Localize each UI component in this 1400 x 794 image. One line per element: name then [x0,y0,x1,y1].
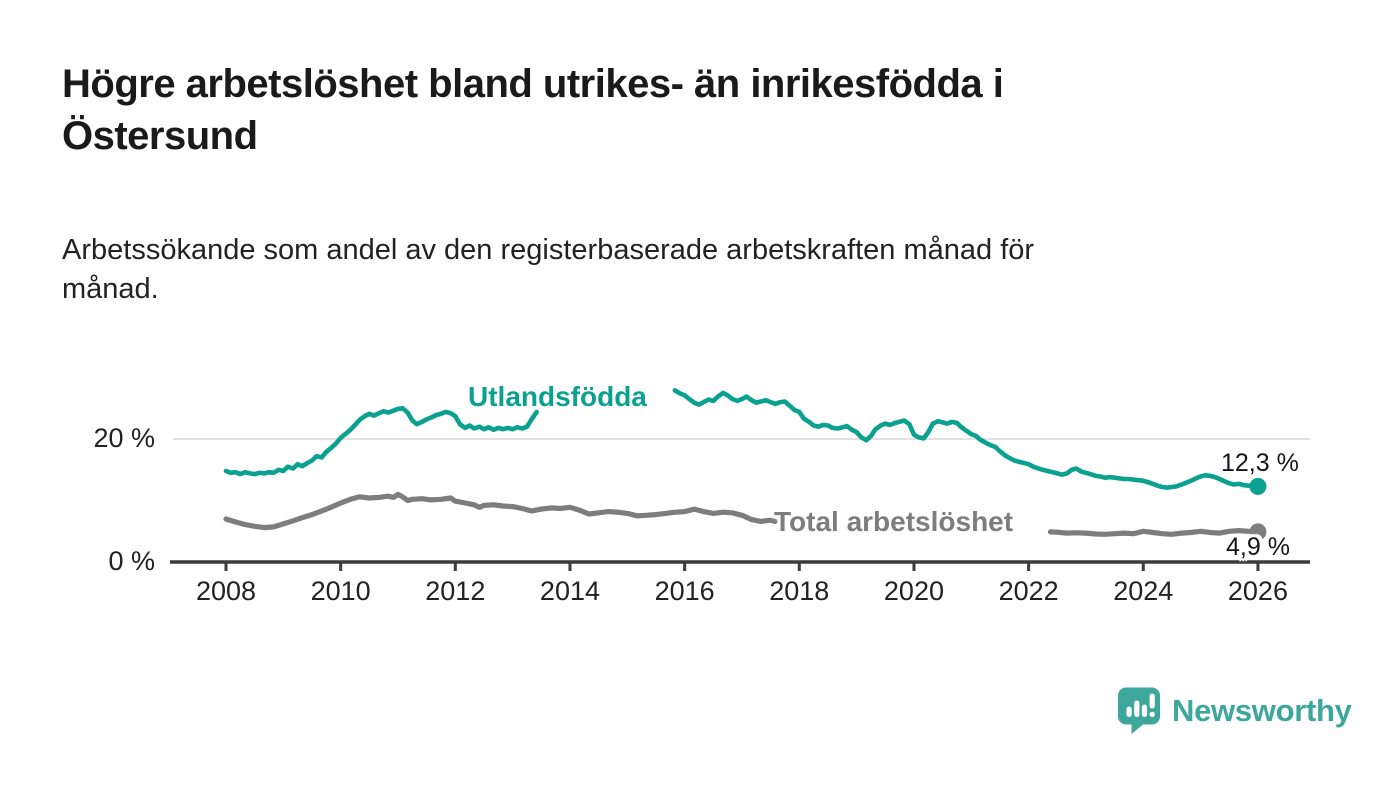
newsworthy-logo-icon [1118,687,1160,734]
x-tick-label-2020: 2020 [883,576,944,606]
y-tick-label-20: 20 % [93,423,155,453]
chart-canvas [170,388,1310,571]
x-tick-label-2010: 2010 [310,576,371,606]
x-tick-label-2008: 2008 [195,576,257,606]
x-tick-label-2026: 2026 [1227,576,1288,606]
series-label-utlandsfodda: Utlandsfödda [468,381,647,412]
x-tick-label-2016: 2016 [654,576,715,606]
page-title: Högre arbetslöshet bland utrikes- än inr… [62,62,1004,158]
series-line-1-seg-0 [223,491,778,531]
end-value-label-utlandsfodda: 12,3 % [1221,449,1299,477]
x-tick-label-2018: 2018 [769,576,830,606]
series-line-0-seg-1 [672,388,1261,490]
end-value-label-total: 4,9 % [1226,533,1290,561]
series-line-1-seg-1 [1047,527,1261,537]
unemployment-line-chart [0,340,1400,640]
x-tick-label-2014: 2014 [539,576,600,606]
x-tick-label-2022: 2022 [998,576,1059,606]
series-end-dot-1 [1249,523,1267,541]
series-label-total-arbetsloshet: Total arbetslöshet [774,506,1014,537]
x-tick-label-2012: 2012 [425,576,486,606]
brand-name: Newsworthy [1172,692,1352,728]
series-line-0-seg-0 [223,405,540,477]
series-end-dot-0 [1249,477,1267,495]
y-tick-label-0: 0 % [108,546,155,576]
x-tick-label-2024: 2024 [1113,576,1174,606]
brand-footer: Newsworthy [1116,686,1352,735]
page-subtitle: Arbetssökande som andel av den registerb… [62,234,1035,305]
